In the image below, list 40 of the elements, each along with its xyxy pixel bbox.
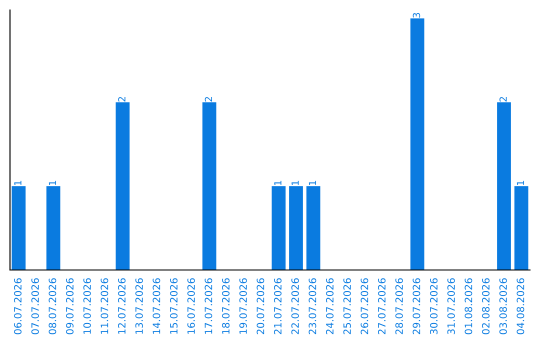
x-tick-label: 30.07.2026 bbox=[430, 278, 438, 334]
x-tick-label: 25.07.2026 bbox=[343, 278, 351, 334]
x-tick-label: 18.07.2026 bbox=[222, 278, 230, 334]
x-tick-label: 28.07.2026 bbox=[395, 278, 403, 334]
x-tick-label: 31.07.2026 bbox=[447, 278, 455, 334]
data-label: 3 bbox=[412, 12, 420, 18]
data-label: 1 bbox=[48, 180, 56, 186]
x-tick-label: 19.07.2026 bbox=[239, 278, 247, 334]
x-tick-label: 23.07.2026 bbox=[308, 278, 316, 334]
x-tick-label: 20.07.2026 bbox=[256, 278, 264, 334]
x-tick-label: 27.07.2026 bbox=[378, 278, 386, 334]
x-tick-label: 24.07.2026 bbox=[326, 278, 334, 334]
data-label: 1 bbox=[292, 180, 299, 186]
data-label: 1 bbox=[308, 180, 316, 186]
x-tick-label: 09.07.2026 bbox=[66, 278, 74, 334]
x-tick-label: 26.07.2026 bbox=[360, 278, 368, 334]
data-label: 1 bbox=[274, 180, 282, 186]
x-tick-label: 01.08.2026 bbox=[464, 278, 472, 334]
x-tick-label: 02.08.2026 bbox=[482, 278, 490, 334]
data-label: 2 bbox=[204, 97, 212, 102]
x-tick-label: 04.08.2026 bbox=[516, 278, 524, 334]
data-label: 1 bbox=[516, 180, 524, 186]
data-label: 1 bbox=[14, 180, 22, 186]
x-tick-label: 03.08.2026 bbox=[499, 278, 507, 334]
x-tick-label: 21.07.2026 bbox=[274, 278, 282, 334]
x-tick-label: 11.07.2026 bbox=[100, 278, 108, 334]
x-tick-label: 16.07.2026 bbox=[187, 278, 195, 334]
x-tick-label: 13.07.2026 bbox=[135, 278, 143, 334]
x-tick-label: 17.07.2026 bbox=[204, 278, 212, 334]
x-tick-label: 10.07.2026 bbox=[83, 278, 91, 334]
x-tick-label: 06.07.2026 bbox=[14, 278, 22, 334]
x-tick-label: 07.07.2026 bbox=[31, 278, 39, 334]
x-tick-label: 22.07.2026 bbox=[291, 278, 299, 334]
data-label: 2 bbox=[118, 97, 126, 102]
data-label: 2 bbox=[499, 97, 507, 102]
x-tick-label: 12.07.2026 bbox=[118, 278, 126, 334]
x-tick-label: 29.07.2026 bbox=[412, 278, 420, 334]
x-tick-label: 14.07.2026 bbox=[152, 278, 160, 334]
x-tick-label: 15.07.2026 bbox=[170, 278, 178, 334]
x-tick-label: 08.07.2026 bbox=[48, 278, 56, 334]
